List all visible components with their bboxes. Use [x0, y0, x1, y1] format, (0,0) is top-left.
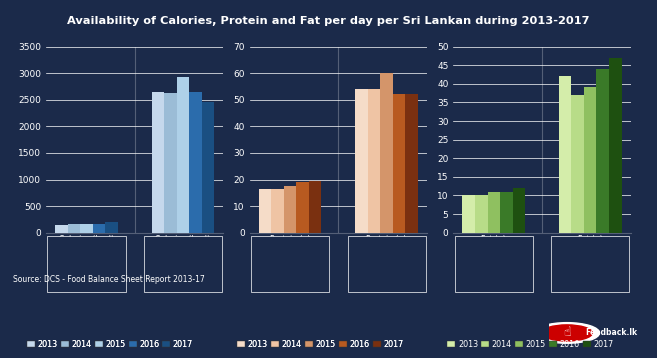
Bar [380, 73, 393, 233]
Bar [68, 224, 80, 233]
Bar [177, 77, 189, 233]
Bar [309, 181, 321, 233]
Bar [152, 92, 164, 233]
Bar [55, 225, 68, 233]
Text: ☝: ☝ [563, 326, 571, 339]
Legend: 2013, 2014, 2015, 2016, 2017: 2013, 2014, 2015, 2016, 2017 [234, 337, 407, 352]
Bar [393, 95, 405, 233]
Text: Source: DCS - Food Balance Sheet Report 2013-17: Source: DCS - Food Balance Sheet Report … [13, 275, 205, 284]
Bar [80, 224, 93, 233]
Bar [259, 189, 271, 233]
Text: Availability of Calories, Protein and Fat per day per Sri Lankan during 2013-201: Availability of Calories, Protein and Fa… [67, 16, 590, 26]
Bar [164, 93, 177, 233]
Bar [500, 192, 512, 233]
Bar [487, 192, 500, 233]
Bar [463, 195, 475, 233]
Bar [284, 186, 296, 233]
Bar [475, 195, 487, 233]
Bar [105, 222, 118, 233]
Bar [405, 95, 418, 233]
Bar [251, 236, 329, 292]
Bar [559, 76, 572, 233]
Bar [271, 189, 284, 233]
Bar [609, 58, 622, 233]
Text: Feedback.lk: Feedback.lk [585, 328, 638, 338]
Legend: 2013, 2014, 2015, 2016, 2017: 2013, 2014, 2015, 2016, 2017 [444, 337, 617, 352]
Bar [512, 188, 525, 233]
Bar [189, 92, 202, 233]
Bar [144, 236, 222, 292]
Bar [597, 69, 609, 233]
Bar [296, 182, 309, 233]
Bar [572, 95, 584, 233]
Bar [551, 236, 629, 292]
Bar [93, 224, 105, 233]
Bar [584, 87, 597, 233]
Bar [455, 236, 533, 292]
Circle shape [534, 323, 599, 343]
Bar [202, 102, 214, 233]
Circle shape [541, 325, 593, 341]
Bar [348, 236, 426, 292]
Bar [47, 236, 125, 292]
Bar [355, 89, 368, 233]
Bar [368, 89, 380, 233]
Legend: 2013, 2014, 2015, 2016, 2017: 2013, 2014, 2015, 2016, 2017 [24, 337, 196, 352]
